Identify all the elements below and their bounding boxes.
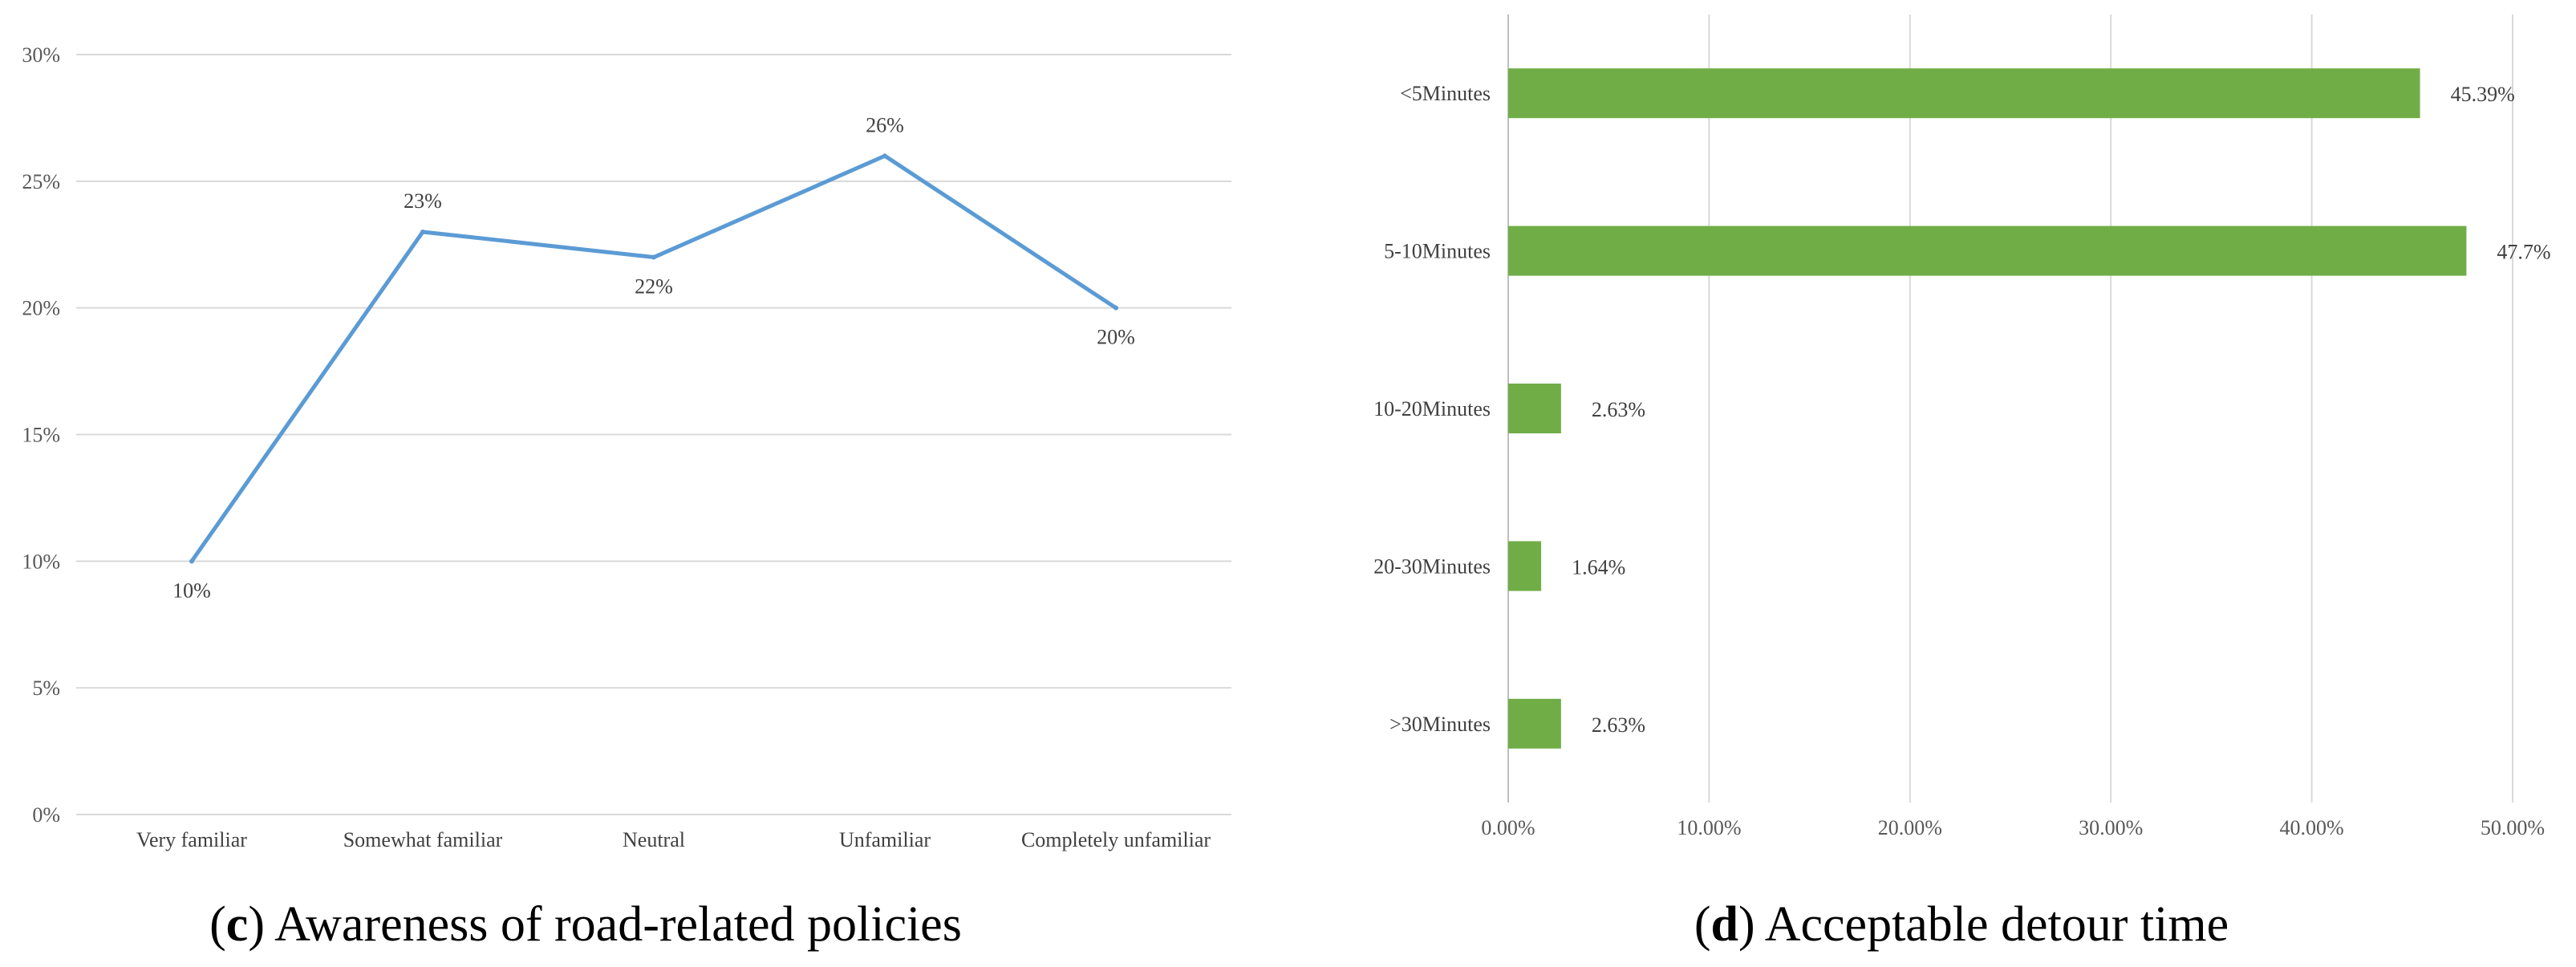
caption-d: (d) Acceptable detour time bbox=[1694, 897, 2229, 952]
bar-d bbox=[1508, 698, 1561, 749]
caption-d-text: Acceptable detour time bbox=[1765, 897, 2229, 952]
y-tick-label-c: 30% bbox=[22, 43, 60, 67]
x-tick-label-d: 20.00% bbox=[1878, 816, 1942, 839]
data-point-c bbox=[189, 559, 194, 564]
y-category-label-d: 20-30Minutes bbox=[1373, 555, 1491, 578]
data-label-d: 2.63% bbox=[1592, 713, 1645, 737]
data-point-c bbox=[882, 153, 887, 159]
y-category-label-d: 5-10Minutes bbox=[1384, 240, 1491, 263]
bar-d bbox=[1508, 541, 1542, 591]
x-category-label-c: Very familiar bbox=[136, 828, 247, 851]
caption-d-letter: d bbox=[1711, 897, 1738, 952]
data-label-d: 2.63% bbox=[1592, 398, 1645, 421]
y-category-label-d: >30Minutes bbox=[1389, 713, 1491, 736]
data-label-c: 10% bbox=[172, 579, 211, 602]
x-tick-label-d: 10.00% bbox=[1677, 816, 1741, 839]
caption-c-letter: c bbox=[226, 897, 249, 952]
data-label-c: 22% bbox=[635, 275, 673, 299]
x-category-label-c: Completely unfamiliar bbox=[1021, 828, 1211, 851]
y-tick-label-c: 15% bbox=[22, 424, 60, 447]
data-label-d: 47.7% bbox=[2497, 241, 2550, 264]
x-tick-label-d: 40.00% bbox=[2280, 816, 2344, 839]
data-point-c bbox=[420, 229, 425, 234]
y-tick-label-c: 25% bbox=[22, 170, 60, 193]
data-label-c: 26% bbox=[866, 113, 904, 136]
data-label-d: 1.64% bbox=[1572, 555, 1625, 579]
data-label-c: 23% bbox=[404, 189, 442, 213]
bar-chart-detour-time: 0.00% 10.00% 20.00% 30.00% 40.00% 50.00% <5Min… bbox=[1373, 14, 2551, 839]
x-category-label-c: Somewhat familiar bbox=[343, 828, 503, 851]
y-category-label-d: 10-20Minutes bbox=[1373, 397, 1491, 421]
y-tick-label-c: 5% bbox=[32, 676, 60, 700]
data-label-d: 45.39% bbox=[2451, 83, 2515, 106]
y-tick-label-c: 0% bbox=[32, 803, 60, 827]
series-line-c bbox=[189, 153, 1118, 563]
line-chart-awareness: 0% 5% 10% 15% 20% 25% 30% Very familiar Somewhat… bbox=[22, 43, 1231, 851]
x-tick-label-d: 0.00% bbox=[1481, 816, 1535, 839]
data-point-c bbox=[651, 254, 656, 260]
x-tick-label-d: 30.00% bbox=[2079, 816, 2143, 839]
x-category-label-c: Unfamiliar bbox=[839, 828, 931, 851]
bar-d bbox=[1508, 68, 2420, 119]
y-tick-label-c: 20% bbox=[22, 297, 60, 320]
bar-d bbox=[1508, 384, 1561, 433]
bar-d bbox=[1508, 225, 2467, 276]
y-tick-label-c: 10% bbox=[22, 550, 60, 573]
caption-c: (c) Awareness of road-related policies bbox=[209, 897, 962, 952]
y-category-label-d: <5Minutes bbox=[1400, 82, 1491, 105]
data-point-c bbox=[1114, 305, 1118, 311]
caption-c-text: Awareness of road-related policies bbox=[274, 897, 962, 952]
x-category-label-c: Neutral bbox=[623, 828, 685, 851]
x-tick-label-d: 50.00% bbox=[2481, 816, 2545, 839]
data-label-c: 20% bbox=[1097, 326, 1135, 349]
